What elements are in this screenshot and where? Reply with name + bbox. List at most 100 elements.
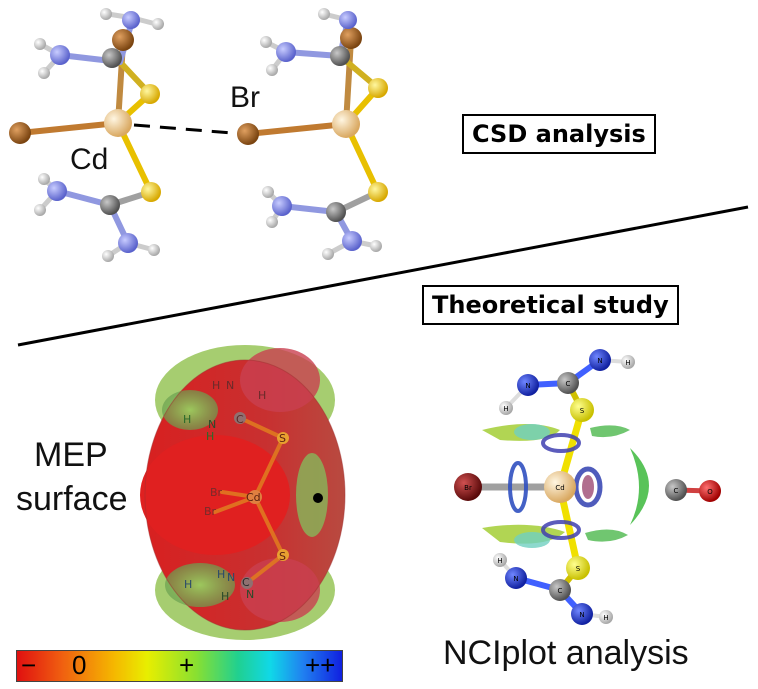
h-atom	[38, 67, 50, 79]
h-atom	[599, 610, 613, 624]
nci-atom-label: N	[513, 575, 518, 583]
mep-atom-label: N	[208, 418, 216, 431]
nci-atom-label: C	[674, 487, 679, 495]
c-atom	[241, 577, 253, 589]
scale-plusplus: ++	[305, 650, 336, 680]
mep-atom-label: Br	[204, 505, 217, 518]
h-atom	[38, 173, 50, 185]
br-atom	[340, 27, 362, 49]
scale-zero: 0	[72, 650, 87, 680]
nci-atom-label: H	[497, 557, 502, 565]
c-atom	[102, 48, 122, 68]
s-atom	[570, 398, 594, 422]
sigma-hole-marker	[313, 493, 323, 503]
mep-surface: N H H C H N H S Cd Br Br S H N C H H N	[140, 345, 346, 640]
theoretical-study-box: Theoretical study	[422, 285, 679, 325]
nci-atom-label: O	[707, 488, 713, 496]
h-atom	[322, 248, 334, 260]
n-atom	[276, 42, 296, 62]
h-atom	[152, 18, 164, 30]
s-atom	[277, 432, 289, 444]
mep-atom-label: Br	[210, 486, 223, 499]
n-atom	[571, 603, 593, 625]
c-atom	[326, 202, 346, 222]
c-atom	[100, 195, 120, 215]
br-atom	[112, 29, 134, 51]
n-atom	[517, 374, 539, 396]
c-atom	[234, 412, 246, 424]
br-atom	[9, 122, 31, 144]
nci-atom-label: H	[625, 359, 630, 367]
separator-line	[17, 205, 749, 347]
mep-atom-label: H	[258, 389, 266, 402]
h-atom	[262, 186, 274, 198]
cd-label: Cd	[70, 143, 109, 176]
mep-label-line1: MEP	[34, 436, 108, 474]
n-atom	[505, 567, 527, 589]
mep-atom-label: C	[236, 413, 244, 426]
mep-color-scale: − 0 + ++	[16, 650, 343, 682]
br-label: Br	[230, 81, 260, 114]
n-atom	[589, 349, 611, 371]
crystal-unit-right	[237, 8, 388, 260]
nciplot-structure: Br Cd S S C C N N N N H H H H C O	[454, 349, 721, 625]
cd-atom	[544, 471, 576, 503]
n-atom	[272, 196, 292, 216]
c-atom	[330, 46, 350, 66]
c-atom	[665, 479, 687, 501]
h-atom	[266, 216, 278, 228]
n-atom	[339, 11, 357, 29]
nci-atom-label: S	[576, 565, 581, 573]
mep-atom-label: C	[242, 576, 250, 589]
h-atom	[34, 38, 46, 50]
h-atom	[621, 355, 635, 369]
n-atom	[47, 181, 67, 201]
nci-atom-label: N	[525, 382, 530, 390]
nci-atom-label: N	[579, 611, 584, 619]
nciplot-label: NCIplot analysis	[443, 634, 689, 672]
nci-atom-label: Cd	[555, 484, 564, 492]
mep-label-line2: surface	[16, 480, 128, 518]
h-atom	[260, 36, 272, 48]
h-atom	[318, 8, 330, 20]
mep-atom-label: N	[226, 379, 234, 392]
s-atom	[566, 556, 590, 580]
mep-atom-label: H	[212, 379, 220, 392]
br-atom	[454, 473, 482, 501]
mep-atom-label: N	[246, 588, 254, 601]
mep-atom-label: H	[221, 590, 229, 603]
h-atom	[148, 244, 160, 256]
cd-atom	[332, 110, 360, 138]
nci-atom-label: Br	[464, 484, 472, 492]
mep-atom-label: S	[279, 432, 286, 445]
nci-atom-label: H	[503, 405, 508, 413]
bond-br-cd	[17, 120, 121, 136]
h-atom	[370, 240, 382, 252]
br-atom	[237, 123, 259, 145]
cd-atom	[104, 109, 132, 137]
h-atom	[100, 8, 112, 20]
mep-atom-label: H	[206, 430, 214, 443]
n-atom	[118, 233, 138, 253]
nci-atom-label: S	[580, 407, 585, 415]
s-atom	[141, 182, 161, 202]
h-atom	[34, 204, 46, 216]
mep-atom-label: N	[227, 571, 235, 584]
h-atom	[266, 64, 278, 76]
c-atom	[549, 579, 571, 601]
nci-atom-label: N	[597, 357, 602, 365]
s-atom	[140, 84, 160, 104]
halogen-contact-dashes	[133, 123, 233, 135]
scale-plus: +	[179, 650, 195, 680]
s-atom	[368, 78, 388, 98]
mep-atom-label: H	[184, 578, 192, 591]
mep-atom-label: H	[183, 413, 191, 426]
h-atom	[493, 553, 507, 567]
h-atom	[499, 401, 513, 415]
n-atom	[342, 231, 362, 251]
o-atom	[699, 480, 721, 502]
h-atom	[102, 250, 114, 262]
c-atom	[557, 372, 579, 394]
mep-atom-label: Cd	[246, 491, 261, 504]
s-atom	[368, 182, 388, 202]
